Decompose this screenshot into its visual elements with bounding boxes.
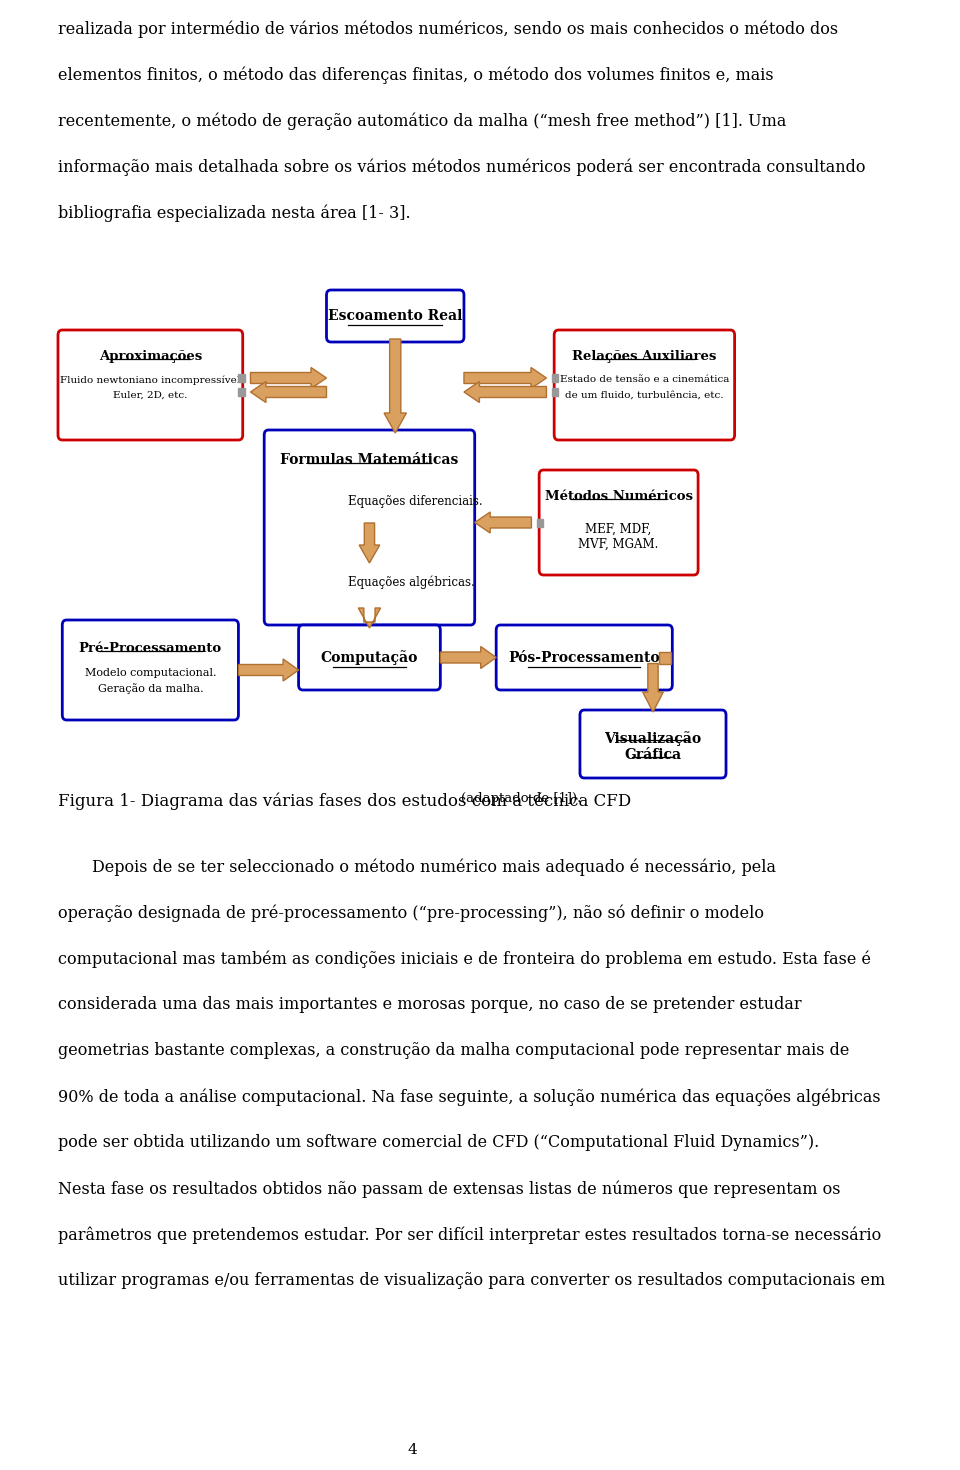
Text: elementos finitos, o método das diferenças finitas, o método dos volumes finitos: elementos finitos, o método das diferenç… <box>58 66 773 84</box>
Text: Visualização: Visualização <box>605 731 702 745</box>
Polygon shape <box>659 651 671 663</box>
Text: geometrias bastante complexas, a construção da malha computacional pode represen: geometrias bastante complexas, a constru… <box>58 1042 849 1058</box>
Text: Gráfica: Gráfica <box>624 748 682 761</box>
FancyBboxPatch shape <box>496 625 672 689</box>
Polygon shape <box>464 382 546 403</box>
Text: operação designada de pré-processamento (“pre-processing”), não só definir o mod: operação designada de pré-processamento … <box>58 904 763 922</box>
Text: Pré-Processamento: Pré-Processamento <box>79 642 222 656</box>
Text: MVF, MGAM.: MVF, MGAM. <box>579 538 659 551</box>
Text: 4: 4 <box>408 1444 418 1457</box>
FancyBboxPatch shape <box>326 290 464 343</box>
Text: MEF, MDF,: MEF, MDF, <box>586 523 652 537</box>
Polygon shape <box>251 368 326 388</box>
Text: utilizar programas e/ou ferramentas de visualização para converter os resultados: utilizar programas e/ou ferramentas de v… <box>58 1272 885 1289</box>
Text: de um fluido, turbulência, etc.: de um fluido, turbulência, etc. <box>565 391 724 400</box>
Polygon shape <box>441 647 496 669</box>
Text: recentemente, o método de geração automático da malha (“mesh free method”) [1]. : recentemente, o método de geração automá… <box>58 112 786 129</box>
FancyBboxPatch shape <box>554 329 734 440</box>
Text: Equações algébricas.: Equações algébricas. <box>348 575 475 588</box>
FancyBboxPatch shape <box>264 431 474 625</box>
Text: Geração da malha.: Geração da malha. <box>98 684 204 694</box>
Text: pode ser obtida utilizando um software comercial de CFD (“Computational Fluid Dy: pode ser obtida utilizando um software c… <box>58 1133 819 1151</box>
FancyBboxPatch shape <box>299 625 441 689</box>
Text: Métodos Numéricos: Métodos Numéricos <box>544 490 692 503</box>
FancyBboxPatch shape <box>540 470 698 575</box>
Polygon shape <box>464 368 546 388</box>
FancyBboxPatch shape <box>580 710 726 778</box>
Text: Relações Auxiliares: Relações Auxiliares <box>572 350 716 363</box>
FancyBboxPatch shape <box>238 388 246 395</box>
Text: Euler, 2D, etc.: Euler, 2D, etc. <box>113 391 187 400</box>
Text: Nesta fase os resultados obtidos não passam de extensas listas de números que re: Nesta fase os resultados obtidos não pas… <box>58 1180 840 1198</box>
Text: Estado de tensão e a cinemática: Estado de tensão e a cinemática <box>560 375 729 384</box>
Text: Modelo computacional.: Modelo computacional. <box>84 667 216 678</box>
Text: Equações diferenciais.: Equações diferenciais. <box>348 495 483 509</box>
Text: Formulas Matemáticas: Formulas Matemáticas <box>280 453 459 467</box>
FancyBboxPatch shape <box>552 373 559 382</box>
FancyBboxPatch shape <box>552 388 559 395</box>
Text: computacional mas também as condições iniciais e de fronteira do problema em est: computacional mas também as condições in… <box>58 950 871 967</box>
Text: Pós-Processamento: Pós-Processamento <box>509 651 660 664</box>
FancyBboxPatch shape <box>537 519 543 526</box>
Text: bibliografia especializada nesta área [1- 3].: bibliografia especializada nesta área [1… <box>58 204 410 222</box>
Polygon shape <box>384 340 406 434</box>
Text: Figura 1- Diagrama das várias fases dos estudos com a técnica CFD: Figura 1- Diagrama das várias fases dos … <box>58 792 636 810</box>
FancyBboxPatch shape <box>62 620 238 720</box>
Polygon shape <box>359 523 380 563</box>
Polygon shape <box>251 382 326 403</box>
Text: realizada por intermédio de vários métodos numéricos, sendo os mais conhecidos o: realizada por intermédio de vários métod… <box>58 21 838 38</box>
Text: (adaptado de [1]).: (adaptado de [1]). <box>462 792 582 806</box>
Text: Aproximações: Aproximações <box>99 350 202 363</box>
Text: considerada uma das mais importantes e morosas porque, no caso de se pretender e: considerada uma das mais importantes e m… <box>58 997 802 1013</box>
Text: Computação: Computação <box>321 650 419 664</box>
Text: Depois de se ter seleccionado o método numérico mais adequado é necessário, pela: Depois de se ter seleccionado o método n… <box>92 858 776 876</box>
Text: 90% de toda a análise computacional. Na fase seguinte, a solução numérica das eq: 90% de toda a análise computacional. Na … <box>58 1088 880 1105</box>
Text: informação mais detalhada sobre os vários métodos numéricos poderá ser encontrad: informação mais detalhada sobre os vário… <box>58 157 865 175</box>
FancyBboxPatch shape <box>238 373 246 382</box>
Polygon shape <box>642 663 663 711</box>
Polygon shape <box>358 609 380 628</box>
Polygon shape <box>474 512 532 534</box>
Text: parâmetros que pretendemos estudar. Por ser difícil interpretar estes resultados: parâmetros que pretendemos estudar. Por … <box>58 1226 881 1244</box>
Text: Escoamento Real: Escoamento Real <box>328 309 463 323</box>
Text: Fluido newtoniano incompressível: Fluido newtoniano incompressível <box>60 375 240 385</box>
Polygon shape <box>238 659 299 681</box>
FancyBboxPatch shape <box>58 329 243 440</box>
